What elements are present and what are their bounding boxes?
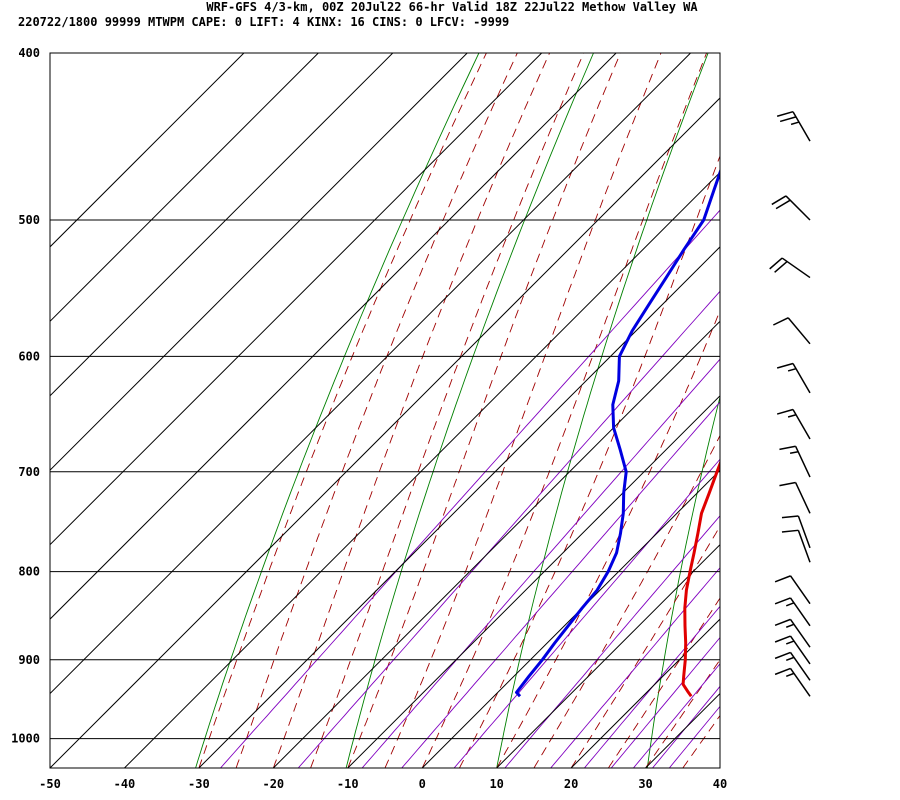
mixing-ratio-line xyxy=(453,458,720,768)
mixing-ratio-line xyxy=(668,705,720,768)
x-tick-label: 30 xyxy=(638,777,652,791)
wind-barb xyxy=(771,195,811,221)
isotherm xyxy=(50,53,691,695)
isotherm xyxy=(50,53,617,620)
y-tick-label: 800 xyxy=(18,565,40,579)
mixing-ratio-line xyxy=(220,209,720,768)
wind-barb xyxy=(781,515,811,549)
moist-adiabat xyxy=(570,525,720,768)
x-tick-label: -10 xyxy=(337,777,359,791)
mixing-ratio-line xyxy=(550,567,720,768)
moist-adiabat xyxy=(459,154,720,768)
moist-adiabat xyxy=(347,53,621,768)
isotherm xyxy=(50,53,394,397)
moist-adiabat xyxy=(645,658,720,768)
isotherm xyxy=(496,543,720,768)
moist-adiabat xyxy=(272,53,551,768)
moist-adiabat xyxy=(310,53,585,768)
wind-barb xyxy=(774,635,811,665)
dry-adiabat xyxy=(798,53,900,768)
mixing-ratio-line xyxy=(297,290,720,768)
isotherm xyxy=(719,767,720,768)
mixing-ratio-line xyxy=(401,401,720,768)
isotherm xyxy=(50,53,468,471)
moist-adiabat xyxy=(384,53,662,768)
wind-barb xyxy=(776,362,811,394)
y-tick-label: 600 xyxy=(18,349,40,363)
mixing-ratio-line xyxy=(652,685,720,768)
moist-adiabat xyxy=(198,53,487,768)
moist-adiabat xyxy=(607,597,720,768)
background-lines xyxy=(50,53,900,768)
dry-adiabat xyxy=(496,53,709,768)
chart-title: WRF-GFS 4/3-km, 00Z 20Jul22 66-hr Valid … xyxy=(206,0,698,14)
isotherm xyxy=(124,171,720,768)
mixing-ratio-line xyxy=(361,358,720,768)
plot-frame xyxy=(49,52,721,769)
x-tick-label: -50 xyxy=(39,777,61,791)
wind-barb xyxy=(774,651,811,681)
y-tick-label: 900 xyxy=(18,653,40,667)
wind-barb xyxy=(769,257,811,279)
wind-barb xyxy=(774,667,811,697)
mixing-ratio-line xyxy=(610,636,720,768)
wind-barb xyxy=(774,618,811,648)
temperature-line xyxy=(681,459,720,698)
mixing-ratio-line xyxy=(633,663,720,768)
sounding-series xyxy=(515,168,720,698)
wind-barb xyxy=(779,445,811,478)
y-tick-label: 700 xyxy=(18,465,40,479)
isotherm xyxy=(570,618,720,768)
wind-barb xyxy=(776,408,811,440)
isotherm xyxy=(198,246,720,768)
mixing-ratio-line xyxy=(584,605,720,768)
isotherm xyxy=(50,53,245,248)
dry-adiabat xyxy=(345,53,594,768)
wind-barb xyxy=(781,529,811,563)
y-tick-label: 400 xyxy=(18,46,40,60)
x-tick-label: 40 xyxy=(713,777,727,791)
x-tick-label: 10 xyxy=(489,777,503,791)
wind-barb xyxy=(772,317,811,345)
moist-adiabat xyxy=(235,53,518,768)
wind-barbs xyxy=(769,110,811,697)
isotherm xyxy=(272,320,720,768)
wind-barb xyxy=(776,110,811,142)
moist-adiabat xyxy=(496,309,720,768)
x-tick-label: -40 xyxy=(114,777,136,791)
x-tick-label: 20 xyxy=(564,777,578,791)
x-tick-label: -20 xyxy=(262,777,284,791)
isotherm xyxy=(50,53,319,323)
isotherm xyxy=(347,395,720,768)
wind-barb xyxy=(774,597,811,627)
dewpoint-line xyxy=(515,168,720,698)
x-tick-label: -30 xyxy=(188,777,210,791)
wind-barb xyxy=(774,575,811,605)
y-tick-label: 500 xyxy=(18,213,40,227)
axis-ticks: 400 500 600 700 800 900 1000 -50 -40 -30 -20 -10 0 10… xyxy=(11,46,727,791)
moist-adiabat xyxy=(533,434,720,768)
wind-barb xyxy=(779,481,811,514)
dry-adiabat xyxy=(195,53,480,768)
mixing-ratio-line xyxy=(504,515,720,768)
chart-subtitle: 220722/1800 99999 MTWPM CAPE: 0 LIFT: 4 … xyxy=(18,15,509,29)
isotherm xyxy=(421,469,720,768)
isotherm xyxy=(50,53,543,546)
isotherm xyxy=(50,97,720,768)
x-tick-label: 0 xyxy=(419,777,426,791)
moist-adiabat xyxy=(719,767,720,768)
grid xyxy=(50,52,720,740)
y-tick-label: 1000 xyxy=(11,732,40,746)
